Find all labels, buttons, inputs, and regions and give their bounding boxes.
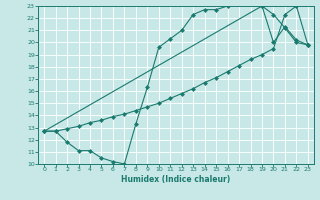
X-axis label: Humidex (Indice chaleur): Humidex (Indice chaleur)	[121, 175, 231, 184]
